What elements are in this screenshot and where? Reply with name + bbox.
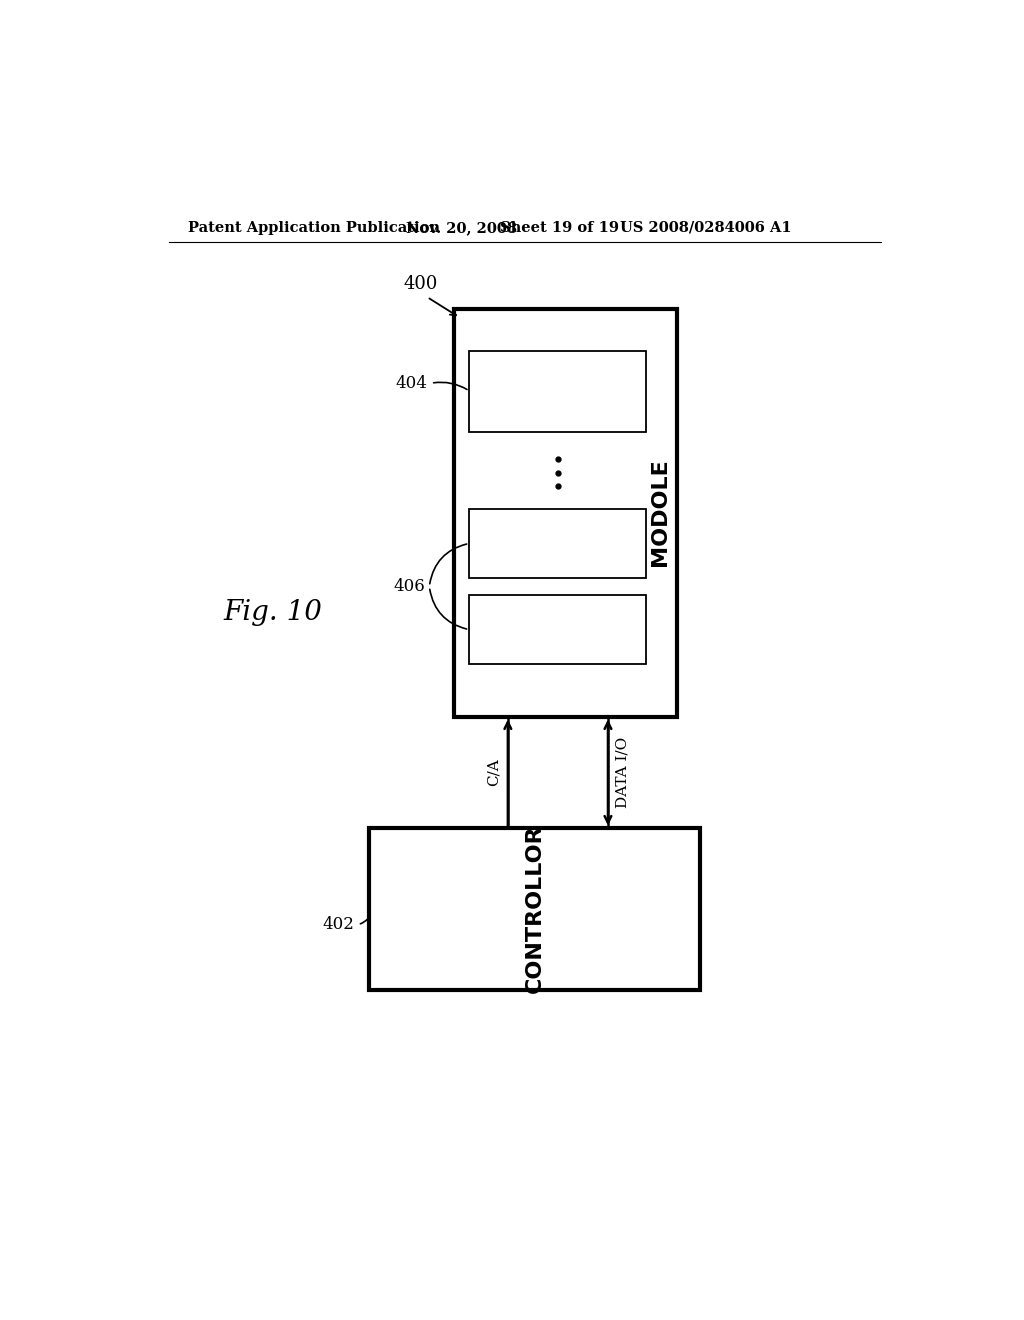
Text: 400: 400: [403, 275, 438, 293]
Text: Fig. 10: Fig. 10: [223, 599, 322, 626]
Bar: [370, 829, 700, 990]
Text: Sheet 19 of 19: Sheet 19 of 19: [500, 220, 620, 235]
Bar: [469, 595, 646, 664]
Text: DATA I/O: DATA I/O: [615, 737, 630, 808]
Text: Nov. 20, 2008: Nov. 20, 2008: [407, 220, 517, 235]
Text: Patent Application Publication: Patent Application Publication: [188, 220, 440, 235]
Text: US 2008/0284006 A1: US 2008/0284006 A1: [620, 220, 792, 235]
Bar: [469, 508, 646, 578]
Text: MODOLE: MODOLE: [650, 459, 671, 566]
Text: 404: 404: [395, 375, 427, 392]
Bar: [469, 351, 646, 432]
Bar: [454, 309, 677, 717]
Text: 406: 406: [393, 578, 425, 595]
Text: C/A: C/A: [486, 758, 500, 785]
Text: CONTROLLOR: CONTROLLOR: [525, 825, 545, 994]
Text: 402: 402: [322, 916, 354, 933]
